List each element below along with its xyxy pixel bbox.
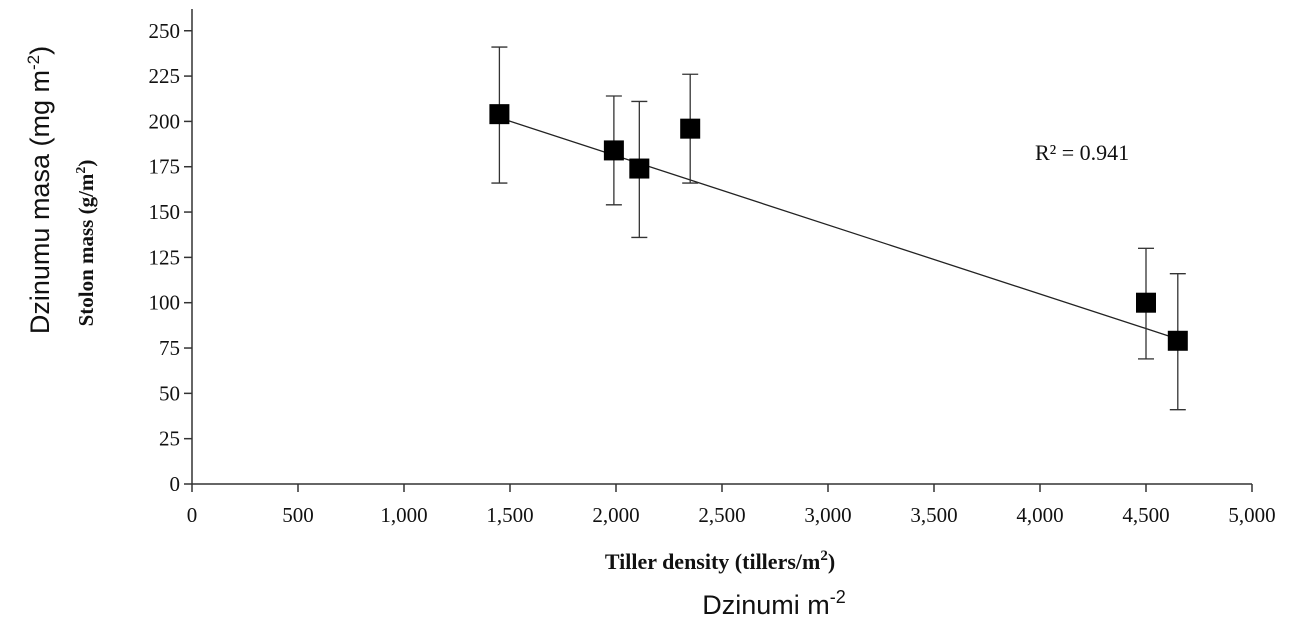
data-point-marker xyxy=(1136,292,1156,313)
x-tick-label: 2,000 xyxy=(592,503,639,527)
axes xyxy=(191,9,1252,485)
data-markers xyxy=(489,104,1188,351)
x-tick-label: 5,000 xyxy=(1228,503,1275,527)
x-axis-alt-label: Dzinumi m-2 xyxy=(702,587,846,620)
x-tick-label: 1,500 xyxy=(486,503,533,527)
x-tick-label: 3,500 xyxy=(910,503,957,527)
data-point-marker xyxy=(603,140,624,161)
y-tick-label: 125 xyxy=(149,245,181,269)
data-point-marker xyxy=(680,118,701,139)
y-axis-alt-label: Dzinumu masa (mg m-2) xyxy=(24,46,55,334)
x-tick-label: 4,000 xyxy=(1016,503,1063,527)
y-tick-label: 175 xyxy=(149,155,181,179)
x-tick-label: 1,000 xyxy=(380,503,427,527)
y-tick-label: 0 xyxy=(170,472,181,496)
x-tick-label: 2,500 xyxy=(698,503,745,527)
y-tick-label: 50 xyxy=(159,381,180,405)
data-point-marker xyxy=(1167,330,1188,351)
y-ticks: 0 25 50 75 100 125 150 175 200 225 250 xyxy=(149,19,192,496)
y-tick-label: 100 xyxy=(149,291,181,315)
y-tick-label: 225 xyxy=(149,64,181,88)
y-tick-label: 150 xyxy=(149,200,181,224)
y-axis-label: Stolon mass (g/m2) xyxy=(74,160,98,327)
data-point-marker xyxy=(629,158,650,179)
y-tick-label: 25 xyxy=(159,427,180,451)
r-squared-annotation: R² = 0.941 xyxy=(1035,140,1129,165)
y-tick-label: 200 xyxy=(149,109,181,133)
x-tick-label: 4,500 xyxy=(1122,503,1169,527)
x-tick-label: 3,000 xyxy=(804,503,851,527)
x-ticks: 0 500 1,000 1,500 2,000 2,500 3,000 3,500 4,000 4… xyxy=(187,484,1276,527)
y-tick-label: 250 xyxy=(149,19,181,43)
x-tick-label: 500 xyxy=(282,503,314,527)
x-axis-label: Tiller density (tillers/m2) xyxy=(605,548,835,574)
data-point-marker xyxy=(489,104,510,125)
x-tick-label: 0 xyxy=(187,503,198,527)
y-tick-label: 75 xyxy=(159,336,180,360)
